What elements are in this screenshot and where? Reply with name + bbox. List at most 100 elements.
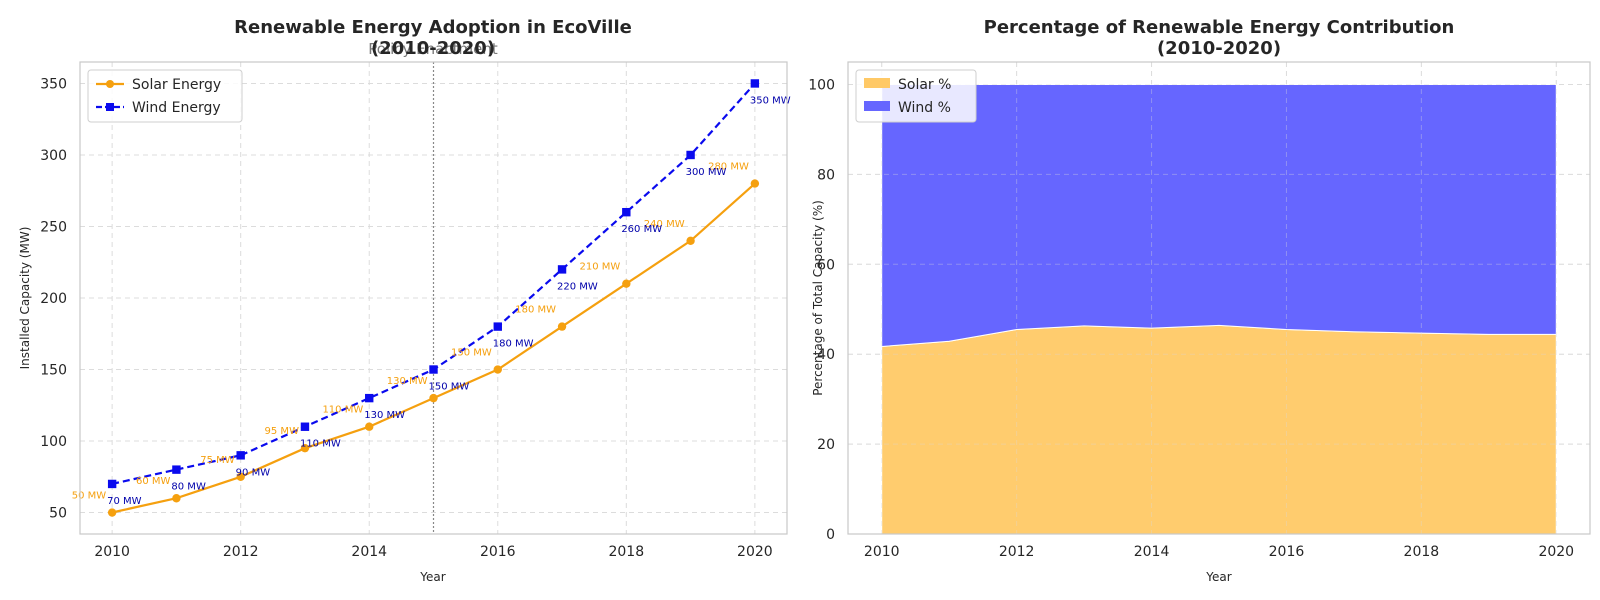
- solar-data-label: 50 MW: [72, 491, 107, 502]
- right-x-tick-label: 2010: [864, 544, 900, 560]
- right-area-group: [881, 84, 1557, 535]
- wind-point-2015: [429, 365, 438, 374]
- right-x-tick-label: 2016: [1269, 544, 1305, 560]
- left-legend-box: [87, 69, 243, 123]
- left-y-tick-label: 350: [40, 76, 67, 92]
- solar-data-label: 75 MW: [200, 455, 235, 466]
- wind-data-label: 80 MW: [171, 482, 206, 493]
- wind-data-label: 90 MW: [236, 467, 271, 478]
- solar-data-label: 110 MW: [322, 405, 363, 416]
- right-chart-title: Percentage of Renewable Energy Contribut…: [984, 17, 1455, 38]
- wind-point-2019: [686, 150, 695, 160]
- wind-data-label: 180 MW: [493, 339, 534, 350]
- solar-point-2012: [236, 472, 245, 481]
- left-x-tick-label: 2010: [94, 544, 130, 560]
- solar-data-label: 60 MW: [136, 476, 171, 487]
- solar-pct-area: [881, 324, 1557, 535]
- wind-point-2011: [172, 465, 181, 474]
- legend-wind-marker: [106, 103, 114, 111]
- wind-data-label: 220 MW: [557, 281, 598, 292]
- right-x-tick-label: 2018: [1404, 544, 1440, 560]
- right-tick-labels: 2010 2012 2014 2016 2018 2020 0 20 40 60 80 100: [808, 77, 1574, 560]
- right-y-tick-label: 0: [826, 527, 835, 543]
- solar-data-label: 130 MW: [387, 376, 428, 387]
- wind-point-2018: [622, 207, 631, 217]
- solar-data-label: 180 MW: [515, 305, 556, 316]
- wind-point-2016: [493, 322, 502, 331]
- left-legend: Solar Energy Wind Energy: [87, 69, 243, 123]
- left-y-tick-label: 200: [40, 291, 67, 307]
- solar-point-2020: [750, 179, 760, 188]
- left-chart-subtitle: (2010-2020): [371, 38, 495, 59]
- legend-wind-pct-swatch: [864, 101, 890, 111]
- wind-point-2017: [557, 265, 567, 274]
- left-y-axis-label: Installed Capacity (MW): [18, 227, 32, 370]
- wind-point-2013: [300, 422, 310, 431]
- right-legend: Solar % Wind %: [855, 69, 977, 123]
- legend-solar-text: Solar Energy: [132, 77, 221, 93]
- left-x-tick-label: 2020: [737, 544, 773, 560]
- legend-wind-pct-text: Wind %: [898, 100, 951, 116]
- left-x-tick-label: 2014: [351, 544, 387, 560]
- wind-data-label: 130 MW: [364, 410, 405, 421]
- solar-point-2011: [172, 494, 181, 503]
- left-plot-frame: [79, 61, 788, 535]
- solar-point-2015: [429, 393, 438, 403]
- wind-point-2012: [236, 451, 245, 460]
- left-x-tick-label: 2016: [480, 544, 516, 560]
- legend-wind-text: Wind Energy: [132, 100, 221, 116]
- legend-solar-pct-swatch: [864, 78, 890, 88]
- wind-point-2020: [750, 79, 760, 88]
- legend-solar-marker: [106, 80, 114, 88]
- wind-data-label: 150 MW: [429, 382, 470, 393]
- left-x-axis-label: Year: [419, 570, 445, 584]
- right-y-tick-label: 100: [808, 77, 835, 93]
- left-series-group: [107, 79, 760, 517]
- solar-data-label: 210 MW: [580, 262, 621, 273]
- wind-pct-area: [881, 84, 1557, 348]
- wind-point-2010: [107, 479, 117, 489]
- right-chart-subtitle: (2010-2020): [1157, 38, 1281, 59]
- solar-point-2014: [365, 422, 374, 431]
- right-y-tick-label: 60: [817, 257, 835, 273]
- solar-data-label: 150 MW: [451, 348, 492, 359]
- solar-point-2019: [686, 236, 695, 245]
- left-chart-title: Renewable Energy Adoption in EcoVille: [234, 17, 632, 38]
- legend-solar-pct-text: Solar %: [898, 77, 951, 93]
- wind-data-label: 260 MW: [621, 224, 662, 235]
- wind-point-2014: [365, 393, 374, 403]
- right-x-tick-label: 2012: [999, 544, 1035, 560]
- solar-point-2018: [622, 279, 631, 288]
- wind-data-label: 110 MW: [300, 439, 341, 450]
- left-tick-labels: 2010 2012 2014 2016 2018 2020 50 100 150 200 250 30…: [40, 76, 772, 560]
- solar-data-label: 240 MW: [644, 219, 685, 230]
- wind-data-label: 350 MW: [750, 95, 791, 106]
- right-chart-percentage: 2010 2012 2014 2016 2018 2020 0 20 40 60 80 100 Per…: [808, 17, 1591, 584]
- solar-data-label: 95 MW: [265, 426, 300, 437]
- solar-data-label: 280 MW: [708, 162, 749, 173]
- wind-data-label: 70 MW: [107, 496, 142, 507]
- right-y-tick-label: 40: [817, 347, 835, 363]
- left-y-tick-label: 150: [40, 363, 67, 379]
- solar-point-2017: [557, 322, 567, 331]
- right-plot-frame: [847, 61, 1591, 535]
- right-x-axis-label: Year: [1205, 570, 1231, 584]
- right-y-axis-label: Percentage of Total Capacity (%): [811, 200, 825, 396]
- policy-enactment-annotation: Policy Enactment: [368, 40, 498, 58]
- solar-point-2010: [107, 508, 117, 517]
- left-y-tick-label: 300: [40, 148, 67, 164]
- wind-data-label: 300 MW: [686, 167, 727, 178]
- right-y-tick-label: 20: [817, 437, 835, 453]
- left-y-tick-label: 50: [49, 506, 67, 522]
- right-y-tick-label: 80: [817, 167, 835, 183]
- left-x-tick-label: 2018: [608, 544, 644, 560]
- solar-point-2016: [493, 365, 502, 374]
- left-y-tick-label: 250: [40, 219, 67, 235]
- left-y-tick-label: 100: [40, 434, 67, 450]
- left-x-tick-label: 2012: [223, 544, 259, 560]
- right-x-tick-label: 2020: [1538, 544, 1574, 560]
- right-x-tick-label: 2014: [1134, 544, 1170, 560]
